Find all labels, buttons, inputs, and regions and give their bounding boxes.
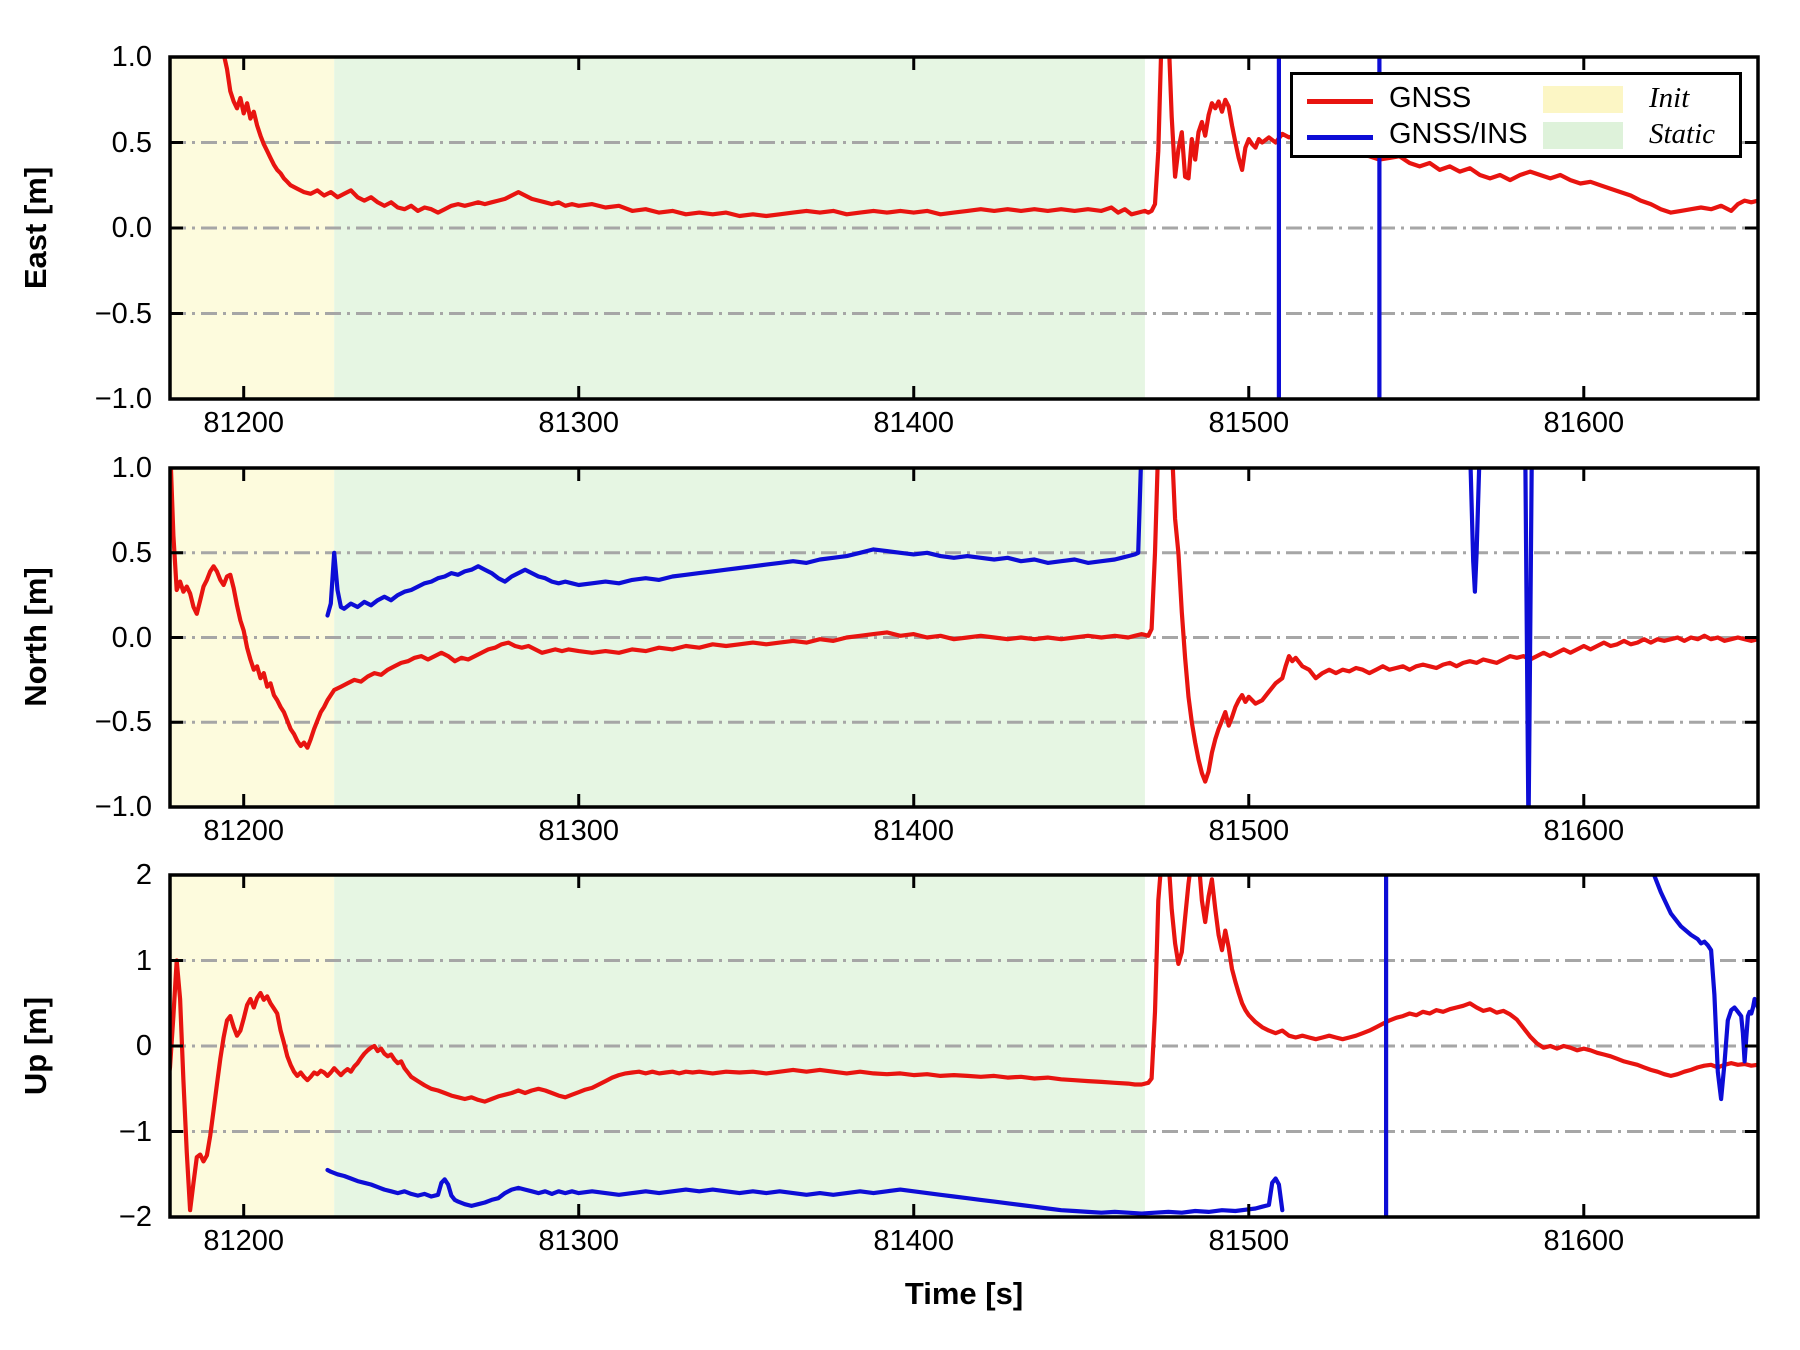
legend-label-static: Static xyxy=(1649,118,1716,150)
y-tick-label: −1.0 xyxy=(94,383,152,415)
x-tick-label: 81200 xyxy=(203,1225,285,1257)
x-tick-label: 81300 xyxy=(538,407,620,439)
y-tick-label: 1.0 xyxy=(111,41,152,73)
y-tick-label: −0.5 xyxy=(94,297,152,330)
y-tick-label: 1.0 xyxy=(111,452,152,484)
plot-area-0 xyxy=(168,55,1760,401)
y-tick-label: 0.5 xyxy=(111,536,152,569)
x-tick-label: 81600 xyxy=(1543,815,1625,847)
y-tick-label: 0 xyxy=(135,1030,152,1062)
legend-init-patch xyxy=(1543,86,1623,113)
x-tick-label: 81400 xyxy=(873,407,955,439)
plot-area-1 xyxy=(168,466,1760,809)
axis-spine xyxy=(168,55,1760,401)
x-tick-label: 81500 xyxy=(1208,1225,1290,1257)
y-tick-label: −1.0 xyxy=(94,791,152,823)
axis-spine xyxy=(168,466,1760,809)
axis-spine xyxy=(168,873,1760,1219)
gnss-line xyxy=(222,57,1758,219)
legend-label-gnss-ins: GNSS/INS xyxy=(1389,118,1528,150)
y-tick-label: −1 xyxy=(118,1115,152,1148)
x-tick-label: 81300 xyxy=(538,1225,620,1257)
gnss-ins-line xyxy=(1523,468,1534,807)
legend-label-gnss: GNSS xyxy=(1389,82,1472,114)
x-tick-label: 81400 xyxy=(873,1225,955,1257)
y-tick-label: 2 xyxy=(135,859,152,891)
gnss-ins-line xyxy=(1651,875,1758,1102)
legend-static-patch xyxy=(1543,122,1623,149)
y-tick-label: −0.5 xyxy=(94,706,152,739)
legend-label-init: Init xyxy=(1649,82,1690,114)
y-tick-label: 1 xyxy=(135,944,152,977)
gnss-ins-line xyxy=(325,468,1143,618)
x-tick-label: 81200 xyxy=(203,407,285,439)
legend-gnss-line-sample xyxy=(1307,99,1373,104)
y-tick-label: 0.0 xyxy=(111,212,152,244)
gnss-line xyxy=(170,875,1758,1213)
x-tick-label: 81600 xyxy=(1543,1225,1625,1257)
x-tick-label: 81200 xyxy=(203,815,285,847)
gnss-ins-line xyxy=(1468,468,1482,594)
x-tick-label: 81500 xyxy=(1208,407,1290,439)
gnss-ins-line xyxy=(325,1167,1285,1216)
x-axis-label: Time [s] xyxy=(904,1276,1024,1311)
legend-gnss-ins-line-sample xyxy=(1307,135,1373,140)
y-tick-label: −2 xyxy=(118,1201,152,1233)
y-tick-label: 0.5 xyxy=(111,126,152,159)
gnss-line xyxy=(170,468,1758,784)
x-tick-label: 81500 xyxy=(1208,815,1290,847)
legend: GNSS GNSS/INS Init Static xyxy=(1290,72,1742,158)
x-tick-label: 81300 xyxy=(538,815,620,847)
x-tick-label: 81600 xyxy=(1543,407,1625,439)
x-tick-label: 81400 xyxy=(873,815,955,847)
plot-area-2 xyxy=(168,873,1760,1219)
y-tick-label: 0.0 xyxy=(111,621,152,654)
